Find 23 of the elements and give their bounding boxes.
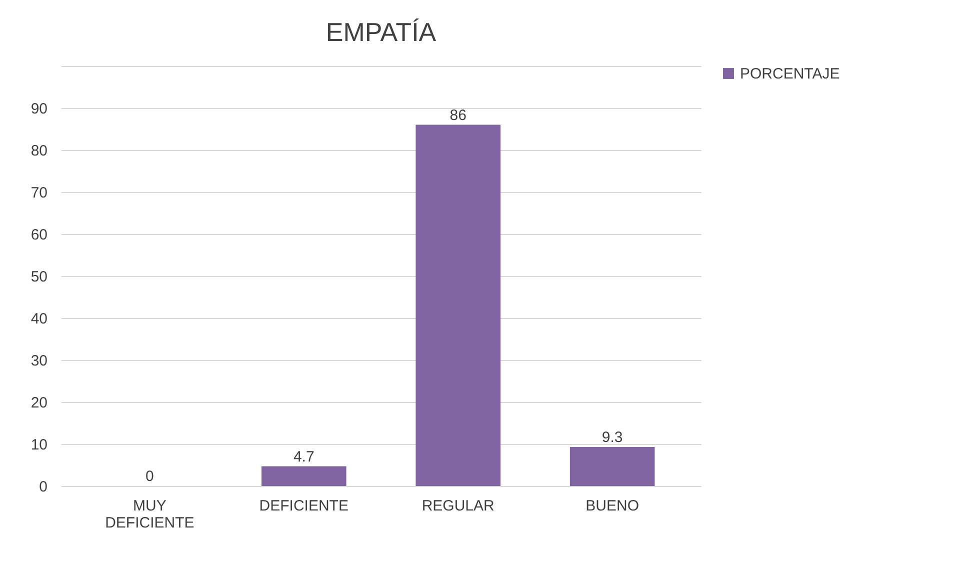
data-label: 86 bbox=[450, 106, 466, 124]
y-tick-label: 20 bbox=[30, 394, 48, 412]
y-tick-label: 50 bbox=[30, 268, 48, 286]
bar bbox=[570, 446, 655, 486]
x-tick-label: DEFICIENTE bbox=[259, 498, 348, 514]
bar bbox=[416, 124, 501, 486]
y-tick-label: 60 bbox=[30, 226, 48, 244]
y-tick-label: 30 bbox=[30, 352, 48, 370]
x-tick-label: MUY DEFICIENTE bbox=[105, 498, 194, 532]
y-tick-label: 90 bbox=[30, 100, 48, 118]
data-label: 4.7 bbox=[293, 448, 314, 466]
bar bbox=[261, 466, 346, 486]
x-tick-label: BUENO bbox=[586, 498, 639, 514]
y-tick-label: 10 bbox=[30, 436, 48, 454]
legend-label: PORCENTAJE bbox=[740, 66, 840, 82]
data-label: 0 bbox=[146, 468, 154, 485]
x-tick-label: REGULAR bbox=[422, 498, 495, 514]
y-tick-label: 80 bbox=[30, 142, 48, 160]
y-tick-label: 40 bbox=[30, 310, 48, 328]
data-label: 9.3 bbox=[602, 428, 623, 446]
chart-title: EMPATÍA bbox=[326, 17, 437, 47]
y-tick-label: 70 bbox=[30, 184, 48, 202]
y-tick-label: 0 bbox=[39, 478, 48, 496]
